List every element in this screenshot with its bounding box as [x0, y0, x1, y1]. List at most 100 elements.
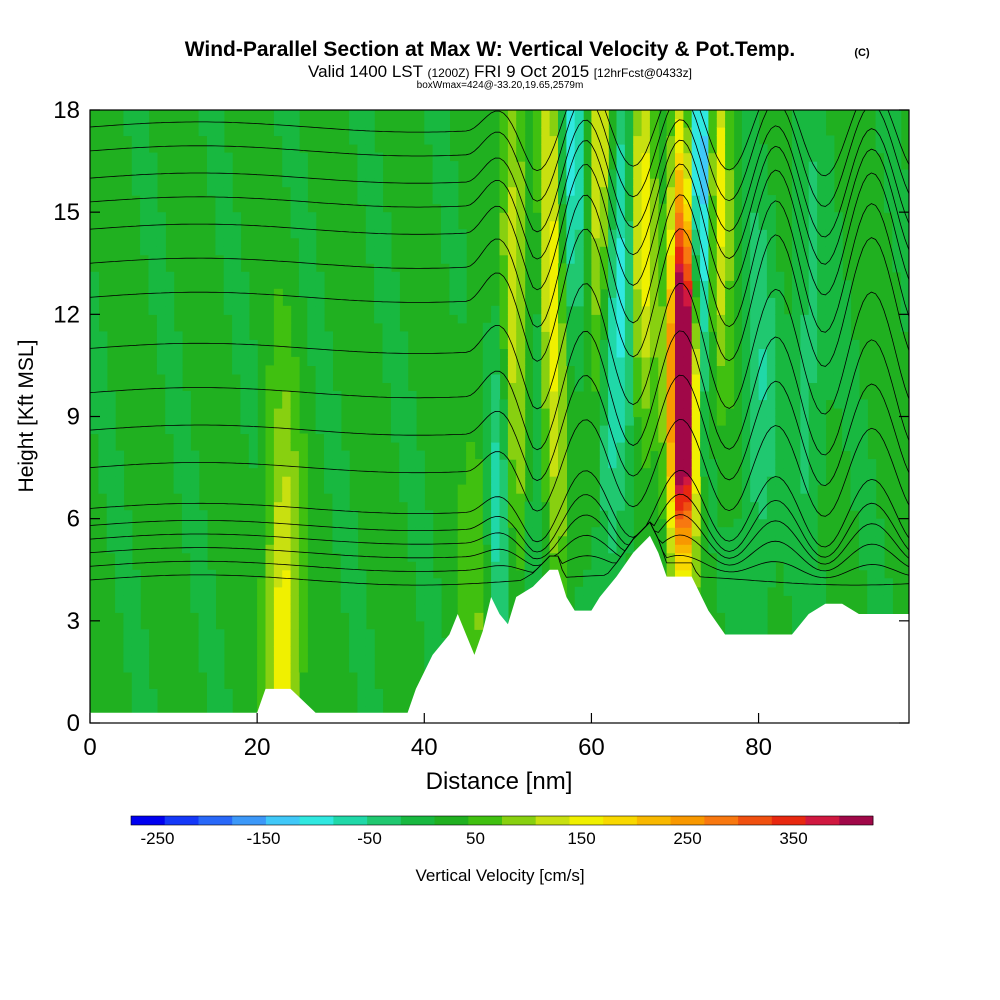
velocity-cell: [415, 535, 425, 545]
velocity-cell: [900, 229, 909, 239]
velocity-cell: [432, 110, 442, 120]
velocity-cell: [800, 569, 810, 579]
velocity-cell: [608, 339, 618, 349]
velocity-cell: [223, 263, 233, 273]
velocity-cell: [282, 365, 292, 375]
velocity-cell: [273, 348, 283, 358]
velocity-cell: [750, 135, 760, 145]
velocity-cell: [666, 459, 676, 469]
velocity-cell: [541, 348, 551, 358]
velocity-cell: [808, 212, 818, 222]
velocity-cell: [499, 263, 509, 273]
velocity-cell: [750, 595, 760, 605]
velocity-cell: [833, 339, 843, 349]
velocity-cell: [599, 501, 609, 511]
colorbar-swatch: [771, 816, 806, 825]
velocity-cell: [683, 339, 693, 349]
velocity-cell: [750, 127, 760, 137]
velocity-cell: [741, 288, 751, 298]
velocity-cell: [574, 263, 584, 273]
velocity-cell: [716, 603, 726, 613]
velocity-cell: [198, 561, 208, 571]
velocity-cell: [549, 484, 559, 494]
velocity-cell: [290, 450, 300, 460]
velocity-cell: [783, 416, 793, 426]
velocity-cell: [507, 476, 517, 486]
velocity-cell: [783, 459, 793, 469]
velocity-cell: [616, 373, 626, 383]
velocity-cell: [307, 254, 317, 264]
velocity-cell: [282, 135, 292, 145]
velocity-cell: [491, 348, 501, 358]
velocity-cell: [140, 646, 150, 656]
velocity-cell: [783, 425, 793, 435]
velocity-cell: [900, 220, 909, 230]
velocity-cell: [115, 459, 125, 469]
velocity-cell: [273, 544, 283, 554]
colorbar-swatch: [502, 816, 537, 825]
velocity-cell: [424, 118, 434, 128]
velocity-cell: [700, 297, 710, 307]
velocity-cell: [825, 161, 835, 171]
velocity-cell: [106, 527, 116, 537]
velocity-cell: [307, 297, 317, 307]
velocity-cell: [792, 399, 801, 409]
velocity-cell: [98, 382, 108, 392]
velocity-cell: [541, 220, 551, 230]
velocity-cell: [424, 518, 434, 528]
velocity-cell: [658, 322, 668, 332]
velocity-cell: [532, 195, 542, 205]
velocity-cell: [382, 365, 392, 375]
velocity-cell: [474, 459, 484, 469]
velocity-cell: [800, 237, 810, 247]
velocity-cell: [624, 442, 634, 452]
velocity-cell: [750, 331, 760, 341]
velocity-cell: [583, 595, 593, 605]
velocity-cell: [741, 569, 751, 579]
velocity-cell: [783, 356, 793, 366]
velocity-cell: [683, 425, 693, 435]
velocity-cell: [633, 246, 643, 256]
velocity-cell: [817, 425, 827, 435]
velocity-cell: [792, 314, 801, 324]
velocity-cell: [357, 637, 367, 647]
colorbar-swatch: [738, 816, 773, 825]
velocity-cell: [766, 339, 776, 349]
velocity-cell: [207, 135, 216, 145]
velocity-cell: [290, 501, 300, 511]
velocity-cell: [808, 280, 818, 290]
velocity-cell: [825, 297, 835, 307]
velocity-cell: [399, 365, 409, 375]
velocity-cell: [741, 271, 751, 281]
velocity-cell: [549, 433, 559, 443]
velocity-cell: [783, 408, 793, 418]
velocity-cell: [766, 271, 776, 281]
velocity-cell: [298, 263, 308, 273]
velocity-cell: [800, 578, 810, 588]
velocity-cell: [165, 408, 175, 418]
velocity-cell: [265, 671, 275, 681]
velocity-cell: [591, 535, 601, 545]
velocity-cell: [340, 552, 350, 562]
velocity-cell: [624, 127, 634, 137]
velocity-cell: [223, 246, 233, 256]
velocity-cell: [215, 203, 225, 213]
velocity-cell: [265, 425, 275, 435]
velocity-cell: [716, 297, 726, 307]
velocity-cell: [298, 288, 308, 298]
velocity-cell: [466, 629, 476, 639]
velocity-cell: [298, 433, 308, 443]
velocity-cell: [867, 561, 877, 571]
velocity-cell: [691, 110, 701, 120]
velocity-cell: [232, 339, 242, 349]
velocity-cell: [140, 229, 150, 239]
velocity-cell: [900, 169, 909, 179]
velocity-cell: [725, 391, 735, 401]
velocity-cell: [633, 339, 643, 349]
velocity-cell: [374, 195, 384, 205]
velocity-cell: [775, 322, 785, 332]
velocity-cell: [491, 450, 501, 460]
velocity-cell: [248, 416, 258, 426]
velocity-cell: [716, 195, 726, 205]
